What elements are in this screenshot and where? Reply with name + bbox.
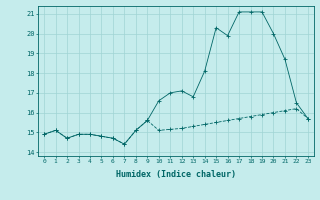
X-axis label: Humidex (Indice chaleur): Humidex (Indice chaleur)	[116, 170, 236, 179]
